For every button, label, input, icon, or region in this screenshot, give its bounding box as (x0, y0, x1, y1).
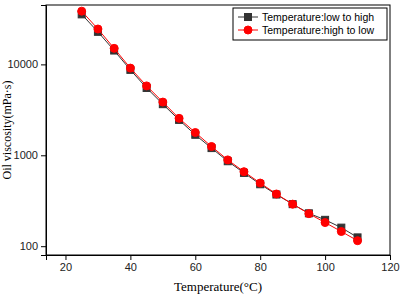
point (305, 210, 312, 217)
x-tick: 20 (60, 255, 72, 273)
x-tick-mark (325, 255, 326, 260)
x-tick-mark (390, 255, 391, 260)
point (305, 210, 313, 218)
x-axis-title: Temperature(°C) (174, 279, 262, 294)
legend-label: Temperature:low to high (262, 11, 374, 23)
x-tick: 100 (316, 255, 334, 273)
x-tick-label: 120 (381, 261, 399, 273)
legend: Temperature:low to highTemperature:high … (233, 8, 387, 40)
point (256, 179, 264, 187)
point (175, 114, 183, 122)
y-axis-title: Oil viscosity(mPa·s) (0, 81, 14, 180)
point (240, 168, 248, 176)
plot: 20 40 60 80 100 120 100 1000 10000 Temperature:lo… (7, 5, 399, 273)
y-tick: 1000 (14, 149, 46, 161)
x-axis-line (47, 256, 391, 261)
marks (78, 7, 362, 245)
y-tick-mark (41, 155, 46, 156)
x-tick-label: 80 (255, 261, 267, 273)
y-tick-mark (41, 64, 46, 65)
x-tick-label: 20 (60, 261, 72, 273)
point (321, 219, 329, 227)
plot-frame (46, 5, 390, 255)
x-tick: 80 (255, 255, 267, 273)
x-tick-mark (65, 255, 66, 260)
series-line (82, 14, 358, 237)
point (208, 142, 216, 150)
legend-marker (244, 26, 252, 34)
x-tick-label: 40 (125, 261, 137, 273)
x-tick-label: 60 (190, 261, 202, 273)
legend-label: Temperature:high to low (262, 24, 374, 36)
point (289, 200, 297, 208)
y-tick: 100 (20, 240, 46, 252)
x-tick-mark (260, 255, 261, 260)
x-tick-label: 100 (316, 261, 334, 273)
x-tick-mark (195, 255, 196, 260)
point (224, 156, 232, 164)
x-tick-mark (130, 255, 131, 260)
x-axis: 20 40 60 80 100 120 (47, 255, 400, 273)
point (159, 98, 167, 106)
x-tick: 40 (125, 255, 137, 273)
y-tick-label: 10000 (7, 58, 38, 70)
point (354, 237, 362, 245)
legend-box (233, 8, 387, 40)
point (272, 190, 280, 198)
point (126, 64, 134, 72)
legend-marker (245, 14, 252, 21)
point (143, 82, 151, 90)
y-tick-label: 100 (20, 240, 38, 252)
point (78, 7, 86, 15)
y-tick-mark (41, 246, 46, 247)
point (191, 129, 199, 137)
x-tick: 120 (381, 255, 399, 273)
y-tick-label: 1000 (14, 149, 38, 161)
x-tick: 60 (190, 255, 202, 273)
point (94, 25, 102, 33)
chart: 20 40 60 80 100 120 100 1000 10000 Temperature:lo… (0, 0, 400, 297)
point (337, 228, 345, 236)
y-tick: 10000 (7, 58, 46, 70)
series-line (82, 11, 358, 241)
point (110, 44, 118, 52)
point (289, 201, 296, 208)
